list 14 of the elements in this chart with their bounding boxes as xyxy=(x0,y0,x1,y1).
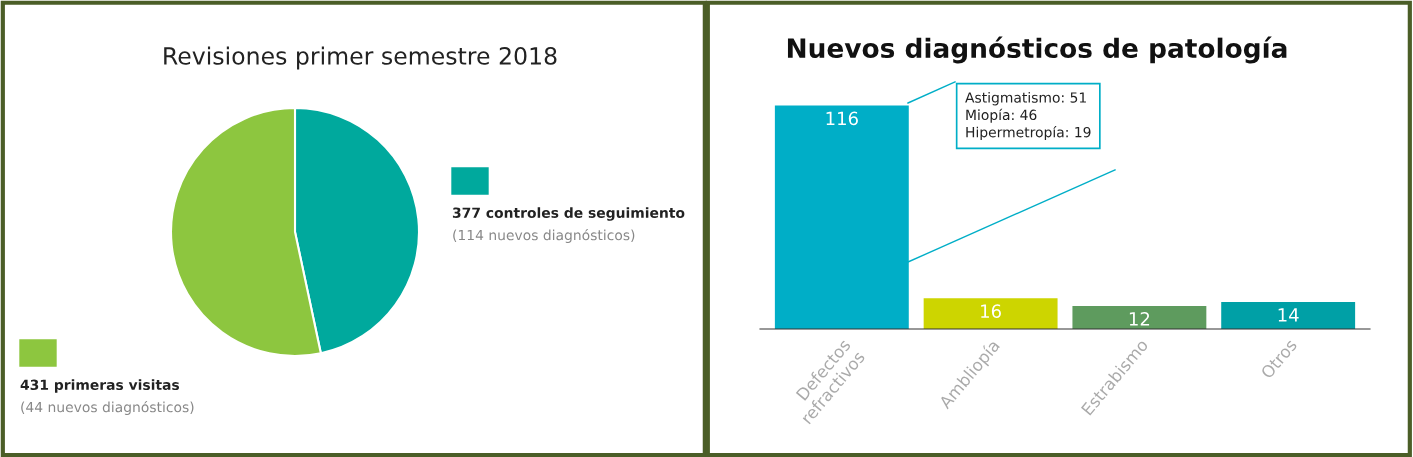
data-label: 12 xyxy=(1129,311,1150,326)
legend-label: 431 primeras visitas xyxy=(20,379,180,393)
data-label: 116 xyxy=(826,111,858,126)
text: (114 nuevos diagnósticos) xyxy=(453,229,635,243)
bar xyxy=(1221,302,1356,329)
chart-title: Revisiones primer semestre 2018 xyxy=(164,46,557,70)
bar xyxy=(1072,305,1207,329)
legend-label: 377 controles de seguimiento xyxy=(452,207,685,221)
text: (44 nuevos diagnósticos) xyxy=(21,401,194,415)
data-label: 14 xyxy=(1278,308,1299,322)
chart-title: Nuevos diagnósticos de patología xyxy=(787,36,1287,64)
annotation: Astigmatismo: 51 Miopía: 46 Hipermetropía: 19 xyxy=(965,92,1091,141)
data-label: 16 xyxy=(981,304,1001,318)
bar xyxy=(923,298,1058,329)
